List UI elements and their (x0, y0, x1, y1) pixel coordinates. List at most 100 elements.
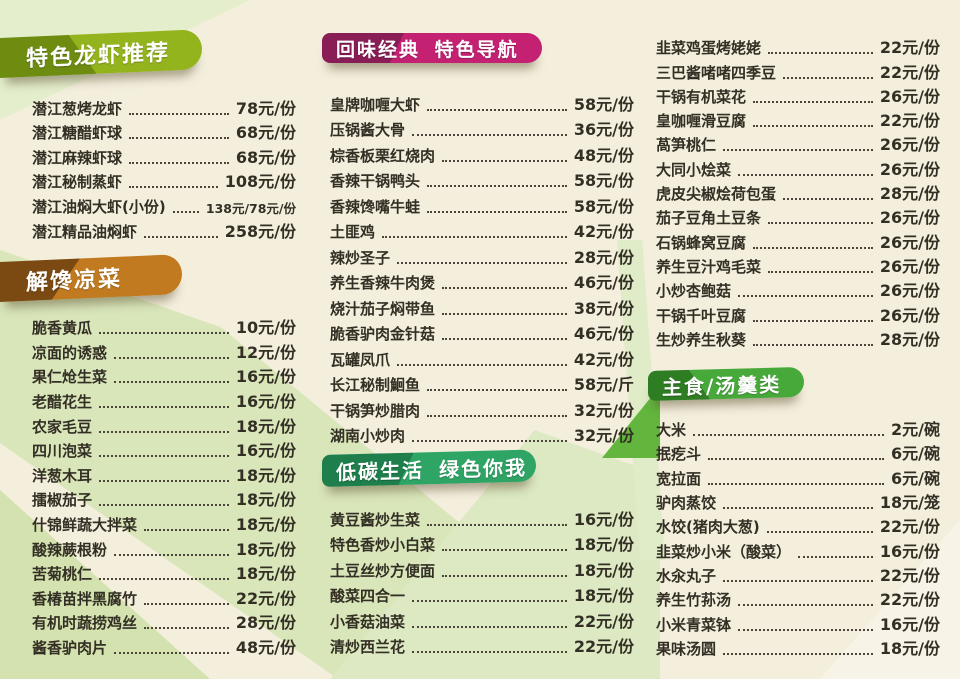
dotted-leader (114, 381, 229, 384)
dish-name: 宽拉面 (656, 469, 702, 488)
dish-price: 16元/份 (235, 367, 296, 387)
dish-price: 22元/份 (573, 637, 634, 656)
section-cold-dishes: 解馋凉菜 脆香黄瓜 10元/份 凉面的诱惑 12元/份 果仁炝生菜 16元/份 老醋花生 16… (0, 253, 302, 658)
menu-item: 大米 2元/碗 (656, 416, 940, 440)
menu-list-lobster: 潜江葱烤龙虾 78元/份 潜江糖醋虾球 68元/份 潜江麻辣虾球 68元/份 潜江秘制蒸虾 1… (0, 94, 302, 242)
menu-item: 抿疙斗 6元/碗 (656, 440, 940, 464)
menu-item: 四川泡菜 16元/份 (32, 437, 296, 462)
dish-name: 香辣馋嘴牛蛙 (330, 197, 421, 216)
dotted-leader (99, 455, 229, 458)
dotted-leader (144, 602, 229, 605)
dish-price: 68元/份 (235, 123, 296, 143)
dish-price: 58元/份 (573, 171, 634, 190)
dish-price: 6元/碗 (891, 444, 940, 464)
dish-name: 韭菜炒小米（酸菜） (656, 542, 792, 561)
dotted-leader (766, 531, 873, 534)
menu-item: 烧汁茄子焖带鱼 38元/份 (330, 293, 634, 319)
menu-item: 老醋花生 16元/份 (32, 387, 296, 412)
dish-price: 22元/份 (879, 62, 940, 82)
dish-price: 18元/份 (573, 586, 634, 605)
dish-price: 26元/份 (879, 86, 940, 106)
dish-price: 38元/份 (573, 298, 634, 318)
dish-name: 黄豆酱炒生菜 (330, 510, 421, 529)
dish-price: 16元/份 (879, 614, 940, 634)
menu-item: 香椿苗拌黑腐竹 22元/份 (32, 584, 296, 609)
column-left: 特色龙虾推荐 潜江葱烤龙虾 78元/份 潜江糖醋虾球 68元/份 潜江麻辣虾球 68元/份… (0, 0, 302, 658)
section-title: 主食/汤羹类 (662, 371, 782, 399)
dish-price: 18元/份 (879, 638, 940, 658)
dish-name: 果仁炝生菜 (32, 368, 108, 387)
dish-name: 潜江糖醋虾球 (32, 124, 123, 143)
dish-price: 18元/笼 (879, 493, 940, 513)
dish-name: 辣炒圣子 (330, 248, 391, 267)
dish-name: 酱香驴肉片 (32, 638, 108, 657)
dish-name: 压锅酱大骨 (330, 121, 406, 139)
dotted-leader (412, 134, 567, 136)
dotted-leader (442, 574, 567, 577)
dotted-leader (129, 186, 218, 189)
dish-name: 潜江麻辣虾球 (32, 148, 123, 167)
dish-name: 脆香黄瓜 (32, 319, 93, 338)
dish-name: 驴肉蒸饺 (656, 494, 717, 513)
dotted-leader (723, 652, 873, 655)
dish-price: 22元/份 (879, 590, 940, 610)
menu-item: 苦菊桃仁 18元/份 (32, 560, 296, 585)
menu-item: 什锦鲜蔬大拌菜 18元/份 (32, 510, 296, 535)
menu-list-staple-soup: 大米 2元/碗 抿疙斗 6元/碗宽拉面 6元/碗驴肉蒸饺 18元/笼水饺(猪肉大葱) 22元… (648, 416, 942, 659)
dish-price: 16元/份 (235, 391, 296, 411)
dish-name: 干锅有机菜花 (656, 87, 747, 106)
menu-item: 大同小烩菜 26元/份 (656, 155, 940, 179)
dish-name: 清炒西兰花 (330, 638, 406, 656)
dotted-leader (708, 482, 885, 485)
section-classic-continued: 韭菜鸡蛋烤姥姥 22元/份 三巴酱啫啫四季豆 22元/份 干锅有机菜花 26元/份 皇咖喱滑… (648, 34, 942, 350)
dish-price: 22元/份 (879, 517, 940, 537)
dish-name: 潜江秘制蒸虾 (32, 173, 123, 192)
menu-item: 土匪鸡 42元/份 (330, 217, 634, 243)
dotted-leader (723, 507, 873, 510)
dish-name: 棕香板栗红烧肉 (330, 146, 436, 165)
dish-price: 26元/份 (879, 208, 940, 228)
menu-item: 凉面的诱惑 12元/份 (32, 338, 296, 363)
menu-item: 压锅酱大骨 36元/份 (330, 115, 634, 141)
menu-item: 果味汤圆 18元/份 (656, 635, 940, 659)
dotted-leader (753, 343, 873, 346)
dish-price: 12元/份 (235, 342, 296, 362)
dotted-leader (172, 210, 199, 213)
section-staple-soup: 主食/汤羹类 大米 2元/碗 抿疙斗 6元/碗 宽拉面 6元/碗 驴肉蒸饺 18元/笼 水饺(猪… (648, 366, 942, 659)
column-middle: 回味经典 特色导航 皇牌咖喱大虾 58元/份 压锅酱大骨 36元/份 棕香板栗红烧肉 48… (322, 0, 636, 657)
dotted-leader (693, 434, 885, 437)
dish-name: 三巴酱啫啫四季豆 (656, 63, 777, 82)
dish-price: 26元/份 (879, 159, 940, 179)
dish-name: 土豆丝炒方便面 (330, 561, 436, 580)
menu-item: 水饺(猪肉大葱) 22元/份 (656, 513, 940, 537)
menu-item: 韭菜鸡蛋烤姥姥 22元/份 (656, 34, 940, 58)
dish-name: 凉面的诱惑 (32, 343, 108, 362)
dish-price: 108元/份 (224, 172, 296, 192)
dish-price: 28元/份 (879, 184, 940, 204)
dotted-leader (723, 149, 873, 152)
dotted-leader (99, 430, 229, 433)
dotted-leader (427, 185, 567, 187)
menu-item: 皇牌咖喱大虾 58元/份 (330, 89, 634, 115)
menu-item: 擂椒茄子 18元/份 (32, 486, 296, 511)
dotted-leader (99, 504, 229, 507)
menu-item: 潜江精品油焖虾 258元/份 (32, 217, 296, 242)
menu-item: 韭菜炒小米（酸菜） 16元/份 (656, 537, 940, 561)
dish-name: 土匪鸡 (330, 223, 376, 241)
dish-price: 58元/斤 (573, 375, 634, 394)
dotted-leader (753, 125, 873, 128)
section-banner-lobster: 特色龙虾推荐 (0, 29, 202, 78)
dish-price: 2元/碗 (891, 420, 940, 440)
dish-name: 干锅笋炒腊肉 (330, 401, 421, 420)
dotted-leader (768, 52, 873, 55)
menu-item: 干锅千叶豆腐 26元/份 (656, 301, 940, 325)
dotted-leader (442, 287, 567, 289)
dish-name: 大米 (656, 421, 687, 440)
menu-item: 果仁炝生菜 16元/份 (32, 363, 296, 388)
dotted-leader (99, 332, 229, 335)
dotted-leader (427, 389, 567, 391)
dish-name: 水饺(猪肉大葱) (656, 518, 760, 537)
dish-name: 湖南小炒肉 (330, 427, 406, 445)
menu-item: 有机时蔬捞鸡丝 28元/份 (32, 609, 296, 634)
dotted-leader (738, 628, 873, 631)
